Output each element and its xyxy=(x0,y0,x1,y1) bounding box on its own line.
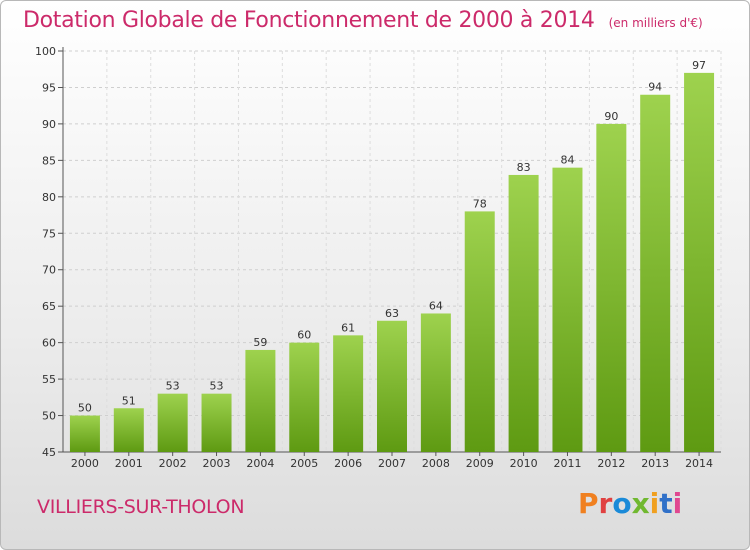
logo-letter: P xyxy=(578,487,599,520)
bar xyxy=(684,72,715,452)
bar-value-label: 90 xyxy=(604,110,618,123)
bar-value-label: 51 xyxy=(122,394,136,407)
x-tick-label: 2011 xyxy=(553,457,581,470)
x-tick-label: 2007 xyxy=(378,457,406,470)
bar-value-label: 50 xyxy=(78,402,92,415)
y-tick-label: 85 xyxy=(42,154,56,167)
logo-letter: r xyxy=(598,487,613,520)
y-tick-label: 70 xyxy=(42,264,56,277)
x-tick-label: 2003 xyxy=(203,457,231,470)
y-tick-label: 80 xyxy=(42,191,56,204)
bar-value-label: 63 xyxy=(385,307,399,320)
bar xyxy=(377,320,407,452)
y-tick-label: 100 xyxy=(35,45,56,58)
bar-value-label: 94 xyxy=(648,81,662,94)
x-tick-label: 2009 xyxy=(466,457,494,470)
y-tick-label: 90 xyxy=(42,118,56,131)
bar-value-label: 53 xyxy=(166,380,180,393)
bar-value-label: 59 xyxy=(253,336,267,349)
bar xyxy=(113,408,144,452)
bar xyxy=(201,393,232,452)
y-tick-label: 55 xyxy=(42,373,56,386)
chart-title-text: Dotation Globale de Fonctionnement de 20… xyxy=(23,8,595,33)
logo-letter: i xyxy=(649,487,660,520)
bar-value-label: 84 xyxy=(560,154,574,167)
x-tick-label: 2005 xyxy=(290,457,318,470)
x-tick-label: 2013 xyxy=(641,457,669,470)
bar-value-label: 53 xyxy=(210,380,224,393)
x-tick-label: 2012 xyxy=(597,457,625,470)
x-tick-label: 2004 xyxy=(246,457,274,470)
x-tick-label: 2000 xyxy=(71,457,99,470)
bar-value-label: 61 xyxy=(341,321,355,334)
bar-value-label: 64 xyxy=(429,299,443,312)
y-tick-label: 65 xyxy=(42,300,56,313)
bar xyxy=(596,123,627,452)
bars xyxy=(69,72,715,453)
y-tick-label: 45 xyxy=(42,446,56,459)
logo-letter: i xyxy=(672,487,683,520)
bar xyxy=(333,335,364,452)
bar xyxy=(69,415,100,452)
city-name: VILLIERS-SUR-THOLON xyxy=(37,496,245,518)
x-tick-label: 2001 xyxy=(115,457,143,470)
chart-subtitle: (en milliers d'€) xyxy=(608,16,703,30)
bar-value-label: 78 xyxy=(473,197,487,210)
x-tick-label: 2010 xyxy=(510,457,538,470)
labels: 2000 50 2001 51 2002 53 2003 53 2004 59 2005 60 2006… xyxy=(71,59,713,470)
y-tick-label: 60 xyxy=(42,337,56,350)
x-tick-label: 2008 xyxy=(422,457,450,470)
bar xyxy=(508,174,539,453)
logo-letter: o xyxy=(612,487,632,520)
bar xyxy=(289,342,320,452)
x-tick-label: 2006 xyxy=(334,457,362,470)
bar xyxy=(420,313,451,452)
bar xyxy=(245,349,276,452)
y-tick-label: 75 xyxy=(42,227,56,240)
bar xyxy=(157,393,188,452)
x-tick-label: 2014 xyxy=(685,457,713,470)
bar-value-label: 83 xyxy=(517,161,531,174)
bar xyxy=(464,211,495,452)
bar xyxy=(552,167,583,452)
x-tick-label: 2002 xyxy=(159,457,187,470)
chart-title: Dotation Globale de Fonctionnement de 20… xyxy=(23,8,703,33)
logo-letter: x xyxy=(631,487,650,520)
bar-value-label: 97 xyxy=(692,59,706,72)
y-tick-label: 50 xyxy=(42,410,56,423)
logo-letter: t xyxy=(659,487,673,520)
proxiti-logo: Proxiti xyxy=(578,487,682,520)
bar-value-label: 60 xyxy=(297,329,311,342)
y-tick-label: 95 xyxy=(42,81,56,94)
bar xyxy=(640,94,671,452)
